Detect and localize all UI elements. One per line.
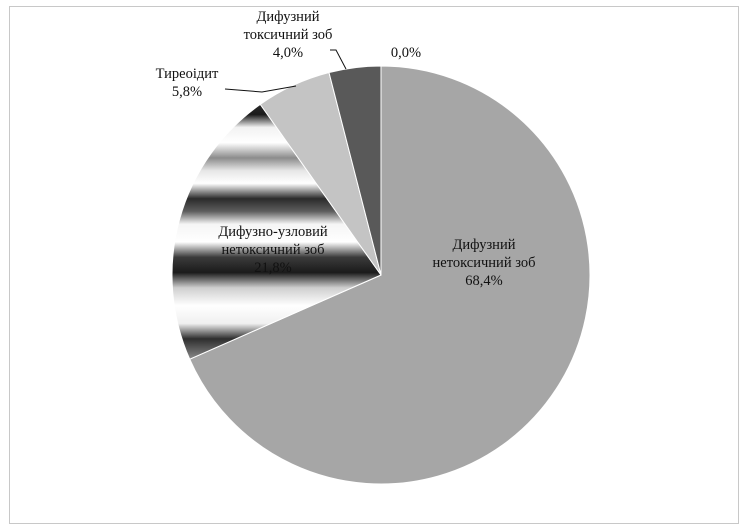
slice-label-3: Дифузний токсичний зоб 4,0% [244, 9, 333, 61]
slice-label-line: Дифузний [257, 9, 320, 25]
slice-label-line: 4,0% [273, 45, 303, 61]
slice-label-line: 21,8% [254, 260, 291, 276]
slice-label-0: Дифузний нетоксичний зоб 68,4% [433, 237, 536, 289]
slice-label-line: Дифузний [453, 237, 516, 253]
slice-label-line: Дифузно-узловий [218, 224, 328, 240]
pie-slice-1 [171, 103, 382, 360]
slice-label-line: нетоксичний зоб [222, 242, 325, 258]
slice-label-line: Тиреоідит [156, 66, 219, 82]
slice-label-2: Тиреоідит 5,8% [156, 66, 219, 100]
slice-label-line: токсичний зоб [244, 27, 333, 43]
leader-line-3 [330, 49, 347, 70]
slice-label-line: 0,0% [391, 45, 421, 61]
slice-label-line: 68,4% [465, 273, 502, 289]
slice-label-1: Дифузно-узловий нетоксичний зоб 21,8% [218, 224, 328, 276]
slice-label-line: 5,8% [172, 84, 202, 100]
slice-label-line: нетоксичний зоб [433, 255, 536, 271]
pie-slice-0 [189, 65, 591, 485]
pie-slice-3 [328, 65, 382, 276]
slice-label-4: 0,0% [391, 45, 421, 61]
leader-line-2 [224, 85, 297, 93]
